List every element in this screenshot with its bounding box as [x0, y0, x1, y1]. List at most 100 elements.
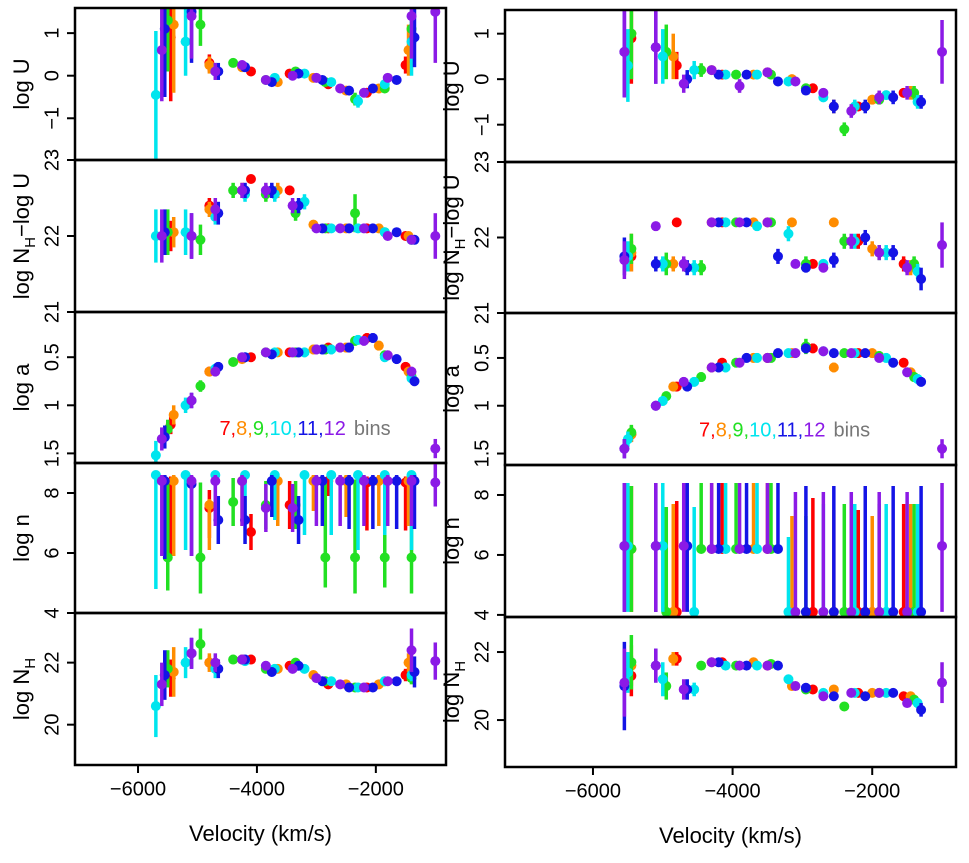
data-point	[326, 470, 337, 480]
data-point	[204, 500, 215, 510]
y-tick-label: 1	[471, 400, 493, 411]
data-point	[657, 540, 668, 551]
y-axis-label-part: log U	[439, 60, 464, 111]
data-point	[657, 395, 668, 406]
data-point	[888, 357, 899, 368]
data-point	[828, 362, 839, 373]
data-point	[311, 673, 322, 684]
data-point	[790, 258, 801, 269]
data-point	[678, 684, 689, 695]
data-point	[828, 255, 839, 266]
data-point	[713, 543, 724, 554]
x-tick-label: −6000	[110, 778, 166, 800]
y-tick-label: 20	[41, 714, 63, 736]
data-point	[839, 348, 850, 359]
data-point	[706, 217, 717, 228]
data-point	[734, 357, 745, 368]
data-point	[156, 231, 167, 241]
panel: −1 0 1 log U	[439, 8, 958, 164]
data-point	[734, 81, 745, 91]
data-point	[657, 51, 668, 62]
data-point	[358, 87, 369, 98]
data-point	[696, 262, 707, 273]
plot-area	[619, 217, 948, 291]
data-point	[650, 221, 661, 232]
data-point	[678, 258, 689, 269]
data-point	[430, 231, 441, 241]
data-point	[772, 76, 783, 87]
data-point	[293, 515, 304, 525]
plot-area	[619, 482, 948, 617]
panel: 4 6 8 log n	[439, 463, 958, 620]
data-point	[228, 185, 239, 196]
data-point	[874, 352, 885, 363]
data-point	[382, 231, 393, 241]
data-point	[657, 258, 668, 269]
data-point	[860, 691, 871, 702]
data-point	[266, 476, 277, 486]
data-point	[713, 217, 724, 228]
data-point	[210, 366, 221, 377]
data-point	[762, 67, 773, 78]
data-point	[902, 262, 913, 273]
data-point	[335, 342, 346, 353]
legend-entry: 9,	[253, 418, 270, 440]
data-point	[839, 236, 850, 247]
data-point	[800, 682, 811, 693]
data-point	[650, 258, 661, 269]
data-point	[210, 66, 221, 77]
data-point	[406, 234, 417, 245]
data-point	[326, 676, 337, 687]
legend-suffix: bins	[833, 420, 870, 442]
data-point	[344, 476, 355, 486]
data-point	[650, 660, 661, 671]
data-point	[846, 106, 857, 117]
y-tick-label: 22	[471, 641, 493, 663]
plot-area	[150, 174, 441, 263]
y-axis-label-part: H	[22, 658, 39, 669]
data-point	[807, 606, 818, 617]
data-point	[409, 376, 420, 387]
data-point	[786, 217, 797, 228]
y-tick-label: 4	[41, 607, 63, 618]
plot-area	[150, 463, 441, 594]
data-point	[916, 376, 927, 387]
data-point	[916, 704, 927, 715]
data-point	[311, 223, 322, 234]
data-point	[373, 340, 384, 351]
data-point	[237, 185, 248, 196]
legend: 7,8,9,10,11,12 bins	[219, 418, 390, 440]
data-point	[619, 46, 630, 57]
data-point	[156, 433, 167, 444]
data-point	[888, 92, 899, 103]
data-point	[180, 36, 191, 47]
data-point	[210, 657, 221, 668]
data-point	[650, 540, 661, 551]
y-tick-label: 21	[471, 302, 493, 324]
data-point	[210, 204, 221, 215]
y-axis-label: log n	[9, 514, 34, 562]
y-axis-label: log NH	[439, 661, 470, 723]
data-point	[406, 476, 417, 486]
data-point	[741, 69, 752, 80]
y-tick-label: 20	[471, 709, 493, 731]
data-point	[752, 543, 763, 554]
data-point	[619, 443, 630, 454]
y-tick-label: 0	[471, 74, 493, 85]
data-point	[916, 96, 927, 107]
x-axis-label: Velocity (km/s)	[189, 821, 332, 846]
data-point	[741, 217, 752, 228]
legend-entry: 9,	[732, 420, 749, 442]
panel-frame	[503, 8, 958, 164]
y-axis-label-part: H	[22, 237, 39, 248]
data-point	[839, 606, 850, 617]
data-point	[696, 660, 707, 671]
data-point	[734, 217, 745, 228]
data-point	[326, 223, 337, 234]
data-point	[839, 124, 850, 135]
legend-entry: 8,	[236, 418, 253, 440]
y-tick-label: 22	[41, 652, 63, 674]
